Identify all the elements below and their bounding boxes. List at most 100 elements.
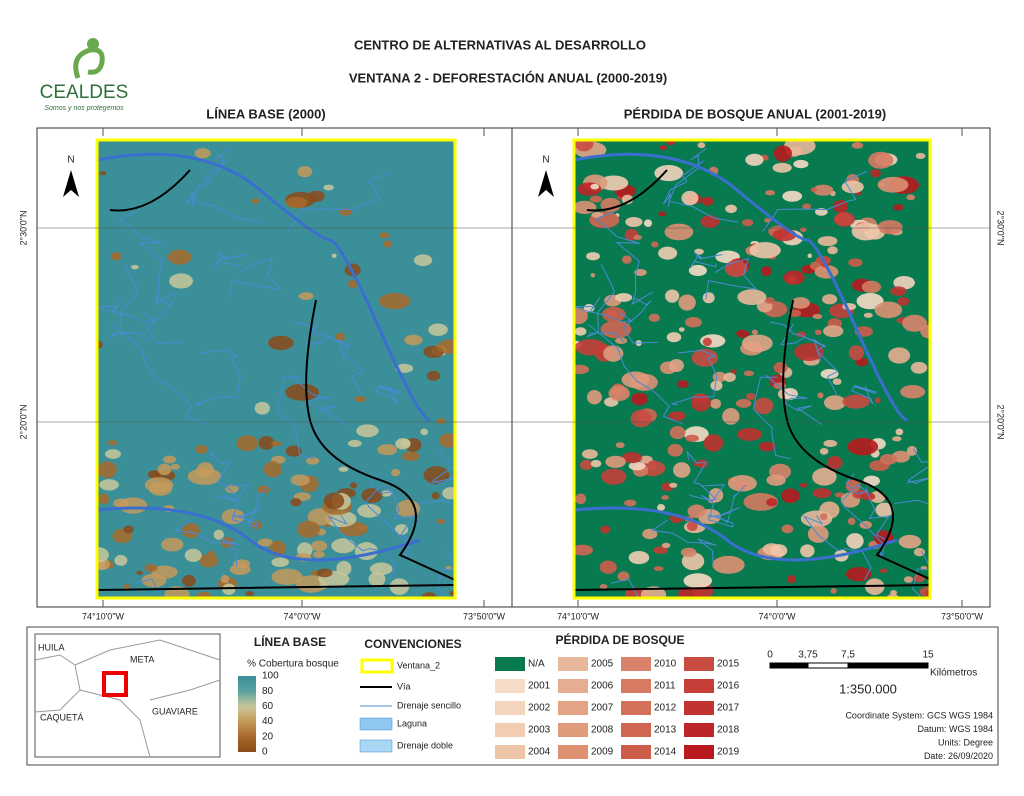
swatch xyxy=(360,658,394,674)
patch xyxy=(661,495,669,500)
swatch xyxy=(558,701,588,715)
gradient-tick: 80 xyxy=(262,686,274,697)
patch xyxy=(590,183,600,190)
patch xyxy=(685,434,699,442)
legend-label: Drenaje doble xyxy=(397,740,453,750)
patch xyxy=(347,439,362,448)
patch xyxy=(758,441,776,452)
patch xyxy=(765,189,776,196)
swatch xyxy=(684,657,714,671)
patch xyxy=(812,488,832,499)
patch xyxy=(413,254,433,267)
patch xyxy=(761,266,772,277)
river xyxy=(192,147,263,223)
patch xyxy=(601,306,626,323)
patch xyxy=(123,525,134,534)
river xyxy=(752,376,791,460)
patch xyxy=(157,463,172,476)
patch xyxy=(668,358,684,373)
patch xyxy=(404,334,423,346)
patch xyxy=(633,234,643,240)
swatch xyxy=(621,701,651,715)
legend-label: 2004 xyxy=(528,747,551,758)
patch xyxy=(574,200,597,214)
patch xyxy=(631,392,648,406)
river xyxy=(650,519,717,567)
patch xyxy=(796,331,807,338)
inset-label: GUAVIARE xyxy=(152,706,198,716)
patch xyxy=(793,159,809,169)
patch xyxy=(220,574,230,584)
patch xyxy=(586,389,602,405)
patch xyxy=(727,475,757,492)
patch xyxy=(743,370,754,377)
legend-label: 2016 xyxy=(717,681,740,692)
patch xyxy=(745,392,756,400)
patch xyxy=(577,182,602,196)
patch xyxy=(812,184,834,196)
patch xyxy=(669,426,686,440)
river xyxy=(118,211,164,301)
patch xyxy=(136,570,143,576)
patch xyxy=(773,145,792,162)
river xyxy=(110,324,206,425)
legend-label: 2003 xyxy=(528,725,551,736)
patch xyxy=(199,553,219,568)
patch xyxy=(420,428,429,436)
legend-label: 2014 xyxy=(654,747,677,758)
metadata: Datum: WGS 1984 xyxy=(917,724,993,734)
patch xyxy=(845,567,872,582)
patch xyxy=(812,467,837,486)
patch xyxy=(823,439,838,448)
patch xyxy=(347,279,358,289)
gradient-tick: 40 xyxy=(262,716,274,727)
north-label: N xyxy=(542,155,549,166)
patch xyxy=(772,228,797,242)
map-right: 2°30'0"N 2°20'0"N 74°10'0"W 74°0'0"W 73°50'0… xyxy=(511,127,1006,621)
patch xyxy=(658,246,678,260)
patch xyxy=(123,584,131,590)
river xyxy=(174,519,241,567)
scale-segment xyxy=(847,662,929,669)
gradient-tick: 100 xyxy=(262,671,279,682)
river xyxy=(224,484,258,528)
legend-label: Ventana_2 xyxy=(397,660,440,670)
patch xyxy=(290,498,302,507)
legend-label: 2001 xyxy=(528,681,551,692)
patch xyxy=(700,215,720,228)
road xyxy=(97,169,455,591)
patch xyxy=(848,258,863,267)
patch xyxy=(754,397,774,415)
legend-label: 2010 xyxy=(654,659,677,670)
gradient-tick: 20 xyxy=(262,731,274,742)
river xyxy=(587,324,683,425)
patch xyxy=(401,451,420,461)
patch xyxy=(258,435,275,450)
patch xyxy=(736,428,763,441)
patch xyxy=(225,484,239,494)
patch xyxy=(196,591,212,598)
river xyxy=(195,349,241,406)
patch xyxy=(870,168,881,178)
inset-label: HUILA xyxy=(38,642,65,652)
river xyxy=(586,264,625,343)
lat-label: 2°30'0"N xyxy=(18,210,28,245)
legend-title: CONVENCIONES xyxy=(364,637,461,651)
subtitle: VENTANA 2 - DEFORESTACIÓN ANUAL (2000-20… xyxy=(349,70,667,85)
river xyxy=(574,297,633,323)
legend-label: 2015 xyxy=(717,659,740,670)
river xyxy=(894,499,930,505)
patch xyxy=(310,540,328,552)
patch xyxy=(745,153,764,166)
patch xyxy=(608,385,630,401)
patch xyxy=(254,401,270,415)
patch xyxy=(590,273,596,278)
patch xyxy=(822,294,838,305)
patch xyxy=(605,455,626,468)
river xyxy=(865,487,891,558)
patch xyxy=(297,166,313,178)
patch xyxy=(668,411,686,421)
patch xyxy=(888,347,911,364)
patch xyxy=(819,447,829,455)
patch xyxy=(667,443,684,457)
